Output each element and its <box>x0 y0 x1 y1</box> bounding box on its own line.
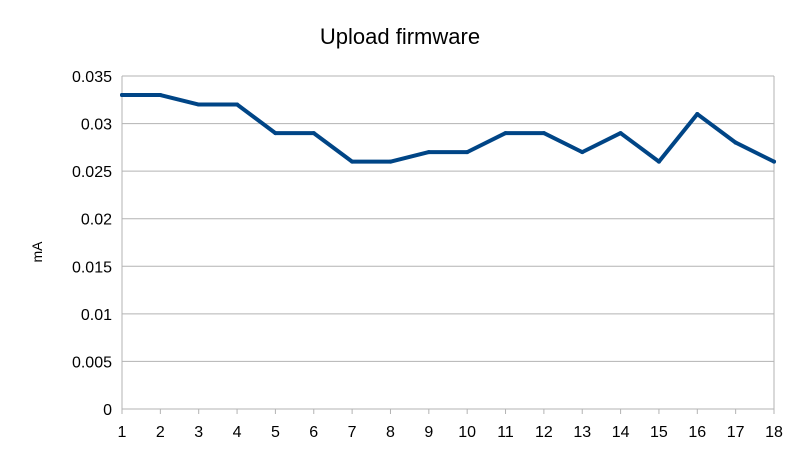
x-tick-label: 2 <box>156 424 165 441</box>
y-tick-label: 0.03 <box>81 117 112 134</box>
data-point <box>656 159 661 164</box>
x-tick-label: 8 <box>386 424 395 441</box>
x-tick-label: 1 <box>118 424 127 441</box>
x-tick-label: 3 <box>194 424 203 441</box>
y-tick-label: 0 <box>103 402 112 419</box>
series-layer <box>120 93 776 164</box>
x-tick-label: 13 <box>573 424 591 441</box>
y-tick-labels: 0 0.005 0.01 0.015 0.02 0.025 0.03 0.035 <box>72 69 112 419</box>
x-tick-label: 4 <box>233 424 242 441</box>
y-tick-label: 0.015 <box>72 259 112 276</box>
data-point <box>695 112 700 117</box>
x-tick-label: 9 <box>424 424 433 441</box>
data-point <box>196 102 201 107</box>
x-tick-label: 7 <box>348 424 357 441</box>
x-tick-label: 17 <box>727 424 745 441</box>
data-point <box>465 150 470 155</box>
x-tick-label: 10 <box>458 424 476 441</box>
series-line <box>120 93 776 164</box>
data-point <box>158 93 163 98</box>
data-point <box>388 159 393 164</box>
chart-title: Upload firmware <box>320 24 480 49</box>
data-point <box>618 131 623 136</box>
y-tick-label: 0.025 <box>72 164 112 181</box>
y-axis-label: mA <box>29 241 45 263</box>
data-point <box>733 140 738 145</box>
y-tick-label: 0.035 <box>72 69 112 86</box>
x-tick-label: 11 <box>497 424 514 441</box>
y-tick-label: 0.005 <box>72 354 112 371</box>
data-point <box>426 150 431 155</box>
data-point <box>503 131 508 136</box>
x-tick-label: 14 <box>612 424 630 441</box>
x-tick-label: 18 <box>765 424 783 441</box>
data-point <box>235 102 240 107</box>
x-tick-label: 12 <box>535 424 553 441</box>
y-tick-label: 0.02 <box>81 212 112 229</box>
gridlines <box>121 75 775 410</box>
x-tick-label: 15 <box>650 424 668 441</box>
data-point <box>311 131 316 136</box>
data-point <box>580 150 585 155</box>
x-tick-label: 16 <box>688 424 706 441</box>
x-tick-label: 5 <box>271 424 280 441</box>
data-point <box>541 131 546 136</box>
x-tick-labels: 1 2 3 4 5 6 7 8 9 10 11 12 13 14 15 16 17 18 <box>118 409 783 441</box>
data-point <box>120 93 124 98</box>
x-tick-label: 6 <box>309 424 318 441</box>
y-tick-label: 0.01 <box>81 307 112 324</box>
data-point <box>772 159 776 164</box>
data-point <box>350 159 355 164</box>
data-point <box>273 131 278 136</box>
